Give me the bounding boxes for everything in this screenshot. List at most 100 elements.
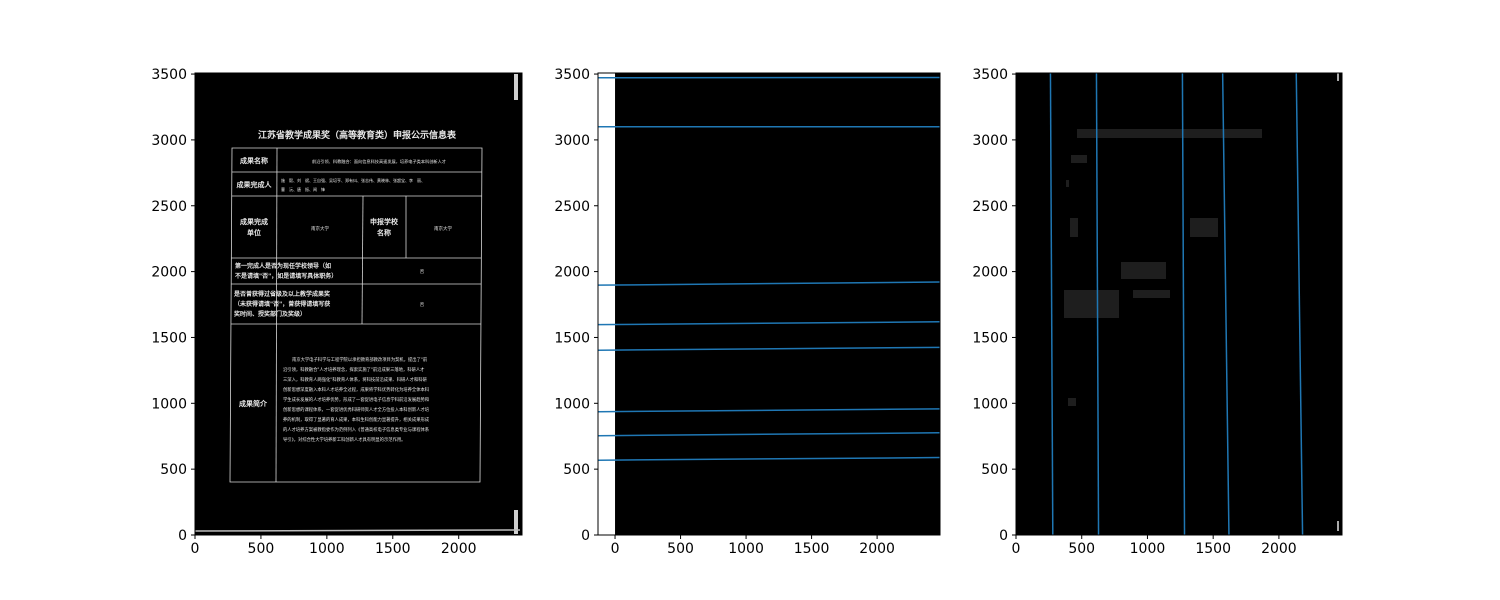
detected-line (1181, 72, 1186, 536)
detected-line (1049, 72, 1054, 536)
doc-intro-line: 三深入，科教育人两强化"科教育人体系，将科技前沿成果、科研人才和科研 (283, 376, 427, 383)
doc-award-q2: （未获得请填"否"，曾获得请填写获 (234, 300, 330, 308)
x-tick-label: 0 (611, 541, 620, 557)
doc-intro-paragraph: 南京大学电子科学与工程学院以承担教育部教改项目为契机，提出了"前沿引领，科教融合… (283, 356, 430, 443)
detected-line (597, 408, 941, 413)
detected-line (597, 432, 941, 437)
doc-award-answer: 否 (420, 302, 425, 308)
doc-name-label: 成果名称 (240, 156, 268, 165)
doc-unit-label-2: 单位 (247, 228, 261, 237)
x-tick-label: 500 (1068, 541, 1095, 557)
document-content: 江苏省教学成果奖（高等教育类）申报公示信息表 成果名称 前沿引领、科教融合：面向… (195, 74, 521, 534)
detected-line (597, 281, 941, 286)
x-tick-label: 1000 (309, 541, 345, 557)
x-tick-label: 2000 (441, 541, 477, 557)
scan-noise-top (514, 74, 518, 100)
y-tick-label: 1000 (972, 396, 1008, 412)
y-tick-label: 500 (981, 462, 1008, 478)
y-tick-label: 1500 (554, 330, 590, 346)
axes-ticks-panel-1: 0 500 1000 1500 2000 0 500 1000 1500 2000 2500 3000… (151, 67, 476, 557)
y-tick-label: 3000 (554, 133, 590, 149)
doc-name-value: 前沿引领、科教融合：面向信息科技高速发展，培养电子类本科创新人才 (312, 158, 446, 165)
doc-award-q1: 是否曾获得过省级及以上教学成果奖 (233, 290, 330, 298)
x-tick-label: 2000 (859, 541, 895, 557)
y-tick-label: 2500 (554, 199, 590, 215)
x-tick-label: 0 (1012, 541, 1021, 557)
doc-intro-line: 沿引领，科教融合"人才培养理念，探索实施了"前沿成果三落地，科研人才 (283, 366, 425, 373)
x-tick-label: 2000 (1261, 541, 1297, 557)
y-tick-label: 500 (563, 462, 590, 478)
doc-leader-answer: 否 (420, 269, 425, 275)
axes-ticks-panel-2: 0 500 1000 1500 2000 0 500 1000 1500 2000 2500 3000… (554, 67, 895, 557)
y-tick-label: 2000 (151, 265, 187, 281)
y-tick-label: 3500 (554, 67, 590, 83)
axes-frame (1015, 72, 1343, 536)
x-tick-label: 1000 (728, 541, 764, 557)
doc-intro-line: 创新思想深度融入本科人才培养全过程，成果将学科优势转化为培养全体本科 (283, 386, 430, 393)
doc-intro-line: 养的机制，取得了显著的育人成果，本科生科创能力显著提升，相关成果形成 (283, 416, 430, 423)
doc-unit-label-1: 成果完成 (240, 217, 268, 226)
detected-line (597, 321, 941, 326)
y-tick-label: 2500 (151, 199, 187, 215)
y-tick-label: 3000 (972, 133, 1008, 149)
doc-intro-line: 学生成长发展的人才培养优势，形成了一套促进电子信息学科前沿发展趋势和 (283, 396, 429, 403)
doc-members-line2: 曹 沅、唐 振、闻 锋 (281, 186, 325, 192)
doc-members-line1: 施 毅、刘 斌、王自强、吴培亨、郑有炓、张志伟、黄晓林、张超宝、李 丽、 (281, 177, 425, 183)
x-tick-label: 500 (248, 541, 275, 557)
scan-noise-bottom (514, 510, 518, 534)
x-tick-label: 0 (191, 541, 200, 557)
y-tick-label: 1000 (554, 396, 590, 412)
x-tick-label: 1500 (794, 541, 830, 557)
y-tick-label: 3500 (972, 67, 1008, 83)
doc-table-lines (229, 147, 483, 483)
doc-leader-q2: 不是请填"否"，如是请填写具体职务） (235, 272, 337, 280)
x-tick-label: 1000 (1130, 541, 1166, 557)
doc-unit-value: 南京大学 (311, 225, 329, 232)
detected-line (1095, 72, 1100, 536)
y-tick-label: 500 (160, 462, 187, 478)
doc-school-label-1: 申报学校 (370, 217, 399, 226)
y-tick-label: 1500 (972, 330, 1008, 346)
y-tick-label: 2500 (972, 199, 1008, 215)
doc-school-label-2: 名称 (377, 228, 391, 237)
detected-line (1295, 72, 1304, 536)
y-tick-label: 2000 (554, 265, 590, 281)
panel-vertical-lines: 0 500 1000 1500 2000 0 500 1000 1500 2000 2500 3000… (972, 67, 1343, 557)
doc-intro-line: 创新思想的课程体系，一套促进优秀科研师资人才全方位投入本科创新人才培 (283, 406, 430, 413)
y-tick-label: 3500 (151, 67, 187, 83)
y-tick-label: 0 (581, 528, 590, 544)
y-tick-label: 0 (178, 528, 187, 544)
y-tick-label: 1000 (151, 396, 187, 412)
scan-bottom-edge (195, 529, 521, 532)
panel-document-image: 江苏省教学成果奖（高等教育类）申报公示信息表 成果名称 前沿引领、科教融合：面向… (151, 67, 523, 557)
detected-vertical-lines (1049, 72, 1304, 536)
panel-horizontal-lines: 0 500 1000 1500 2000 0 500 1000 1500 2000 2500 3000… (554, 67, 941, 557)
detected-line (1221, 72, 1230, 536)
doc-school-value: 南京大学 (434, 225, 452, 232)
x-tick-label: 1500 (1195, 541, 1231, 557)
doc-leader-q1: 第一完成人是否为现任学校领导（如 (234, 262, 331, 270)
x-tick-label: 500 (667, 541, 694, 557)
doc-intro-line: 的人才培养方案被教指委作为范例列入《普通高校电子信息类专业与课程体系 (283, 426, 430, 433)
detected-line (597, 346, 941, 351)
y-tick-label: 0 (999, 528, 1008, 544)
image-area (195, 73, 522, 535)
axes-frame (597, 72, 941, 536)
x-tick-label: 1500 (375, 541, 411, 557)
image-area (615, 73, 940, 535)
doc-members-label: 成果完成人 (237, 180, 273, 189)
doc-intro-line: 南京大学电子科学与工程学院以承担教育部教改项目为契机，提出了"前 (292, 356, 428, 363)
detected-horizontal-lines (597, 76, 941, 461)
image-black-area (615, 73, 940, 535)
doc-intro-line: 导引》，对综合性大学培养新工科创新人才具有明显的示范作用。 (283, 436, 405, 443)
vertical-fragments (1064, 73, 1339, 531)
axes-frame (194, 72, 523, 536)
doc-award-q3: 奖时间、授奖部门及奖级） (234, 310, 306, 318)
doc-intro-label: 成果简介 (239, 399, 268, 408)
axes-ticks-panel-3: 0 500 1000 1500 2000 0 500 1000 1500 2000 2500 3000… (972, 67, 1296, 557)
y-tick-label: 3000 (151, 133, 187, 149)
doc-title: 江苏省教学成果奖（高等教育类）申报公示信息表 (258, 129, 457, 141)
y-tick-label: 1500 (151, 330, 187, 346)
y-tick-label: 2000 (972, 265, 1008, 281)
